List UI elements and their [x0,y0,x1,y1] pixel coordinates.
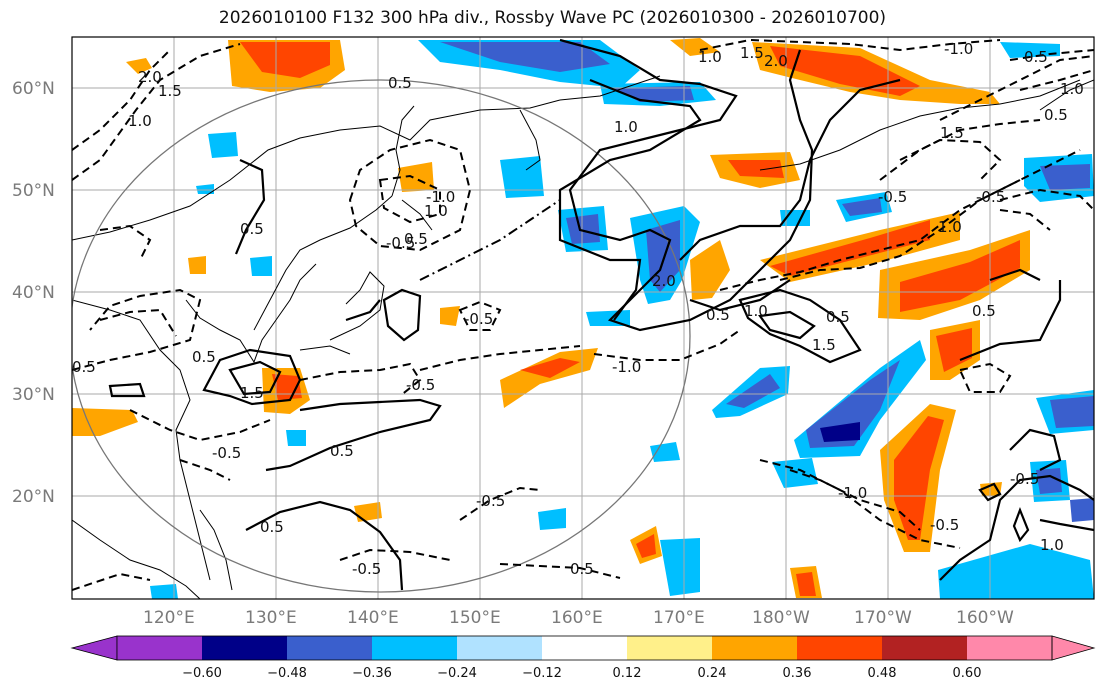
shaded-negative-areas [150,40,1094,599]
colorbar: −0.60 −0.48 −0.36 −0.24 −0.12 0.12 0.24 … [70,635,1096,681]
colorbar-segment [117,636,202,660]
contour-label: 0.5 [570,560,594,578]
contour-label: 1.5 [812,336,836,354]
contour-label: -0.5 [930,516,959,534]
contour-label: 1.0 [1060,80,1084,98]
lon-label: 160°W [956,608,1014,628]
projection-circle [72,79,691,593]
contour-label: -1.0 [426,188,455,206]
colorbar-segment [542,636,627,660]
contour-label: -0.5 [406,376,435,394]
contour-label: 1.0 [1040,536,1064,554]
grid-lines [72,37,1094,599]
lat-label: 20°N [12,487,55,507]
colorbar-segment [372,636,457,660]
contour-label: 0.5 [388,74,412,92]
colorbar-label: 0.48 [868,666,897,681]
contour-label: -0.5 [1010,470,1039,488]
colorbar-segment [967,636,1052,660]
contour-label: 0.5 [404,230,428,248]
dashed-contours [72,38,1094,591]
lon-label: 120°E [143,608,195,628]
colorbar-label: 0.36 [783,666,812,681]
lon-label: 180°W [752,608,810,628]
contour-label: 2.0 [764,52,788,70]
contour-label: 0.5 [972,302,996,320]
contour-label: -0.5 [976,188,1005,206]
contour-label: 0.5 [330,442,354,460]
colorbar-label: 0.60 [953,666,982,681]
colorbar-segment [797,636,882,660]
lat-label: 40°N [12,283,55,303]
contour-label: -0.5 [386,234,415,252]
colorbar-label: −0.48 [267,666,307,681]
colorbar-segment [287,636,372,660]
contour-label: 1.5 [940,124,964,142]
colorbar-arrow-left [70,635,118,661]
colorbar-label: 0.12 [613,666,642,681]
map-content: 2.0 1.5 1.0 0.5 0.5 -0.5 1.0 0.5 0.5 0.5… [72,37,1094,599]
contour-label: 0.5 [240,220,264,238]
lat-label: 60°N [12,79,55,99]
coastlines [72,75,1094,599]
contour-label: 0.5 [706,306,730,324]
lon-label: 130°E [245,608,297,628]
colorbar-segment [712,636,797,660]
colorbar-label: −0.60 [182,666,222,681]
contour-labels: 2.0 1.5 1.0 0.5 0.5 -0.5 1.0 0.5 0.5 0.5… [72,40,1084,578]
map-title: 2026010100 F132 300 hPa div., Rossby Wav… [218,8,887,28]
contour-label: 2.0 [652,272,676,290]
colorbar-label: 0.24 [698,666,727,681]
contour-label: 1.0 [614,118,638,136]
contour-label: 1.5 [158,82,182,100]
contour-label: 1.5 [740,44,764,62]
contour-label: -1.0 [838,484,867,502]
colorbar-segment [457,636,542,660]
colorbar-segment [202,636,287,660]
contour-label: -1.0 [944,40,973,58]
latitude-labels: 60°N 50°N 40°N 30°N 20°N [12,79,55,507]
lon-label: 170°E [653,608,705,628]
contour-label: 0.5 [826,308,850,326]
map-frame [71,36,1095,600]
contour-label: -0.5 [878,188,907,206]
lon-label: 170°W [854,608,912,628]
contour-label: -0.5 [476,492,505,510]
colorbar-arrow-right [1051,635,1096,661]
contour-label: 0.5 [260,518,284,536]
contour-label: 0.5 [72,358,96,376]
map-background [72,37,1094,599]
contour-label: 0.5 [1024,48,1048,66]
contour-label: -1.0 [612,358,641,376]
contour-label: 1.5 [240,384,264,402]
colorbar-label: −0.12 [522,666,562,681]
contour-label: 0.5 [192,348,216,366]
lon-label: 150°E [449,608,501,628]
contour-label: 1.0 [424,202,448,220]
contour-label: 1.0 [128,112,152,130]
colorbar-segment [627,636,712,660]
colorbar-labels: −0.60 −0.48 −0.36 −0.24 −0.12 0.12 0.24 … [182,666,981,681]
lon-label: 140°E [347,608,399,628]
contour-label: 0.5 [1044,106,1068,124]
colorbar-label: −0.36 [352,666,392,681]
lat-label: 30°N [12,385,55,405]
solid-contours [108,38,1094,591]
shaded-positive-areas [72,38,1030,598]
contour-label: -0.5 [352,560,381,578]
lon-label: 160°E [551,608,603,628]
contour-label: 2.0 [138,68,162,86]
contour-label: 1.0 [938,218,962,236]
contour-label: 1.0 [698,48,722,66]
dashdot-contour [419,199,561,281]
colorbar-segment [882,636,967,660]
contour-label: 1.0 [744,302,768,320]
longitude-labels: 120°E 130°E 140°E 150°E 160°E 170°E 180°… [143,608,1014,628]
lat-label: 50°N [12,181,55,201]
contour-label: -0.5 [212,444,241,462]
colorbar-label: −0.24 [437,666,477,681]
contour-label: -0.5 [464,310,493,328]
